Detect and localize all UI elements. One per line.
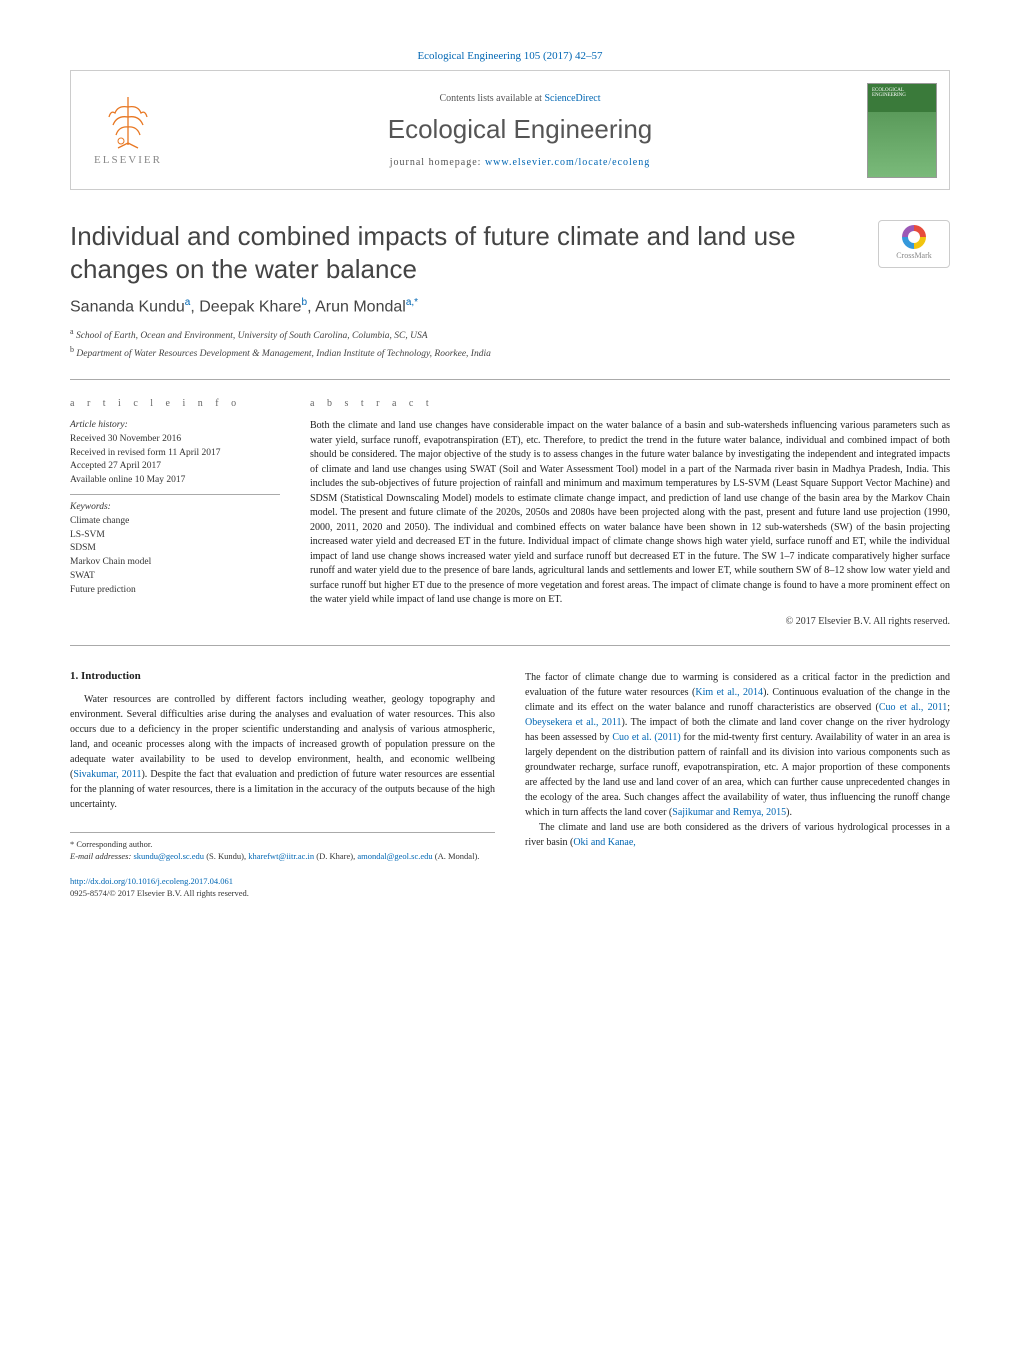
ref-link[interactable]: Oki and Kanae, [573,837,635,848]
article-title: Individual and combined impacts of futur… [70,220,950,285]
intro-para-3: The climate and land use are both consid… [525,820,950,850]
affiliation-a: a School of Earth, Ocean and Environment… [70,326,950,343]
keyword: LS-SVM [70,530,105,540]
keyword: Climate change [70,516,129,526]
crossmark-icon [902,225,926,249]
article-info-label: a r t i c l e i n f o [70,398,280,409]
corresponding-marker: * Corresponding author. [70,839,495,851]
email-line: E-mail addresses: skundu@geol.sc.edu (S.… [70,851,495,863]
rule-bottom [70,645,950,646]
history-online: Available online 10 May 2017 [70,475,185,485]
email-link[interactable]: kharefwt@iitr.ac.in [248,851,314,861]
homepage-prefix: journal homepage: [390,157,485,168]
corresponding-author-footnote: * Corresponding author. E-mail addresses… [70,832,495,863]
ref-link[interactable]: Sivakumar, 2011 [73,769,141,780]
affiliations: a School of Earth, Ocean and Environment… [70,326,950,361]
contents-text: Contents lists available at [439,93,544,104]
history-accepted: Accepted 27 April 2017 [70,461,161,471]
crossmark-label: CrossMark [896,251,932,260]
history-revised: Received in revised form 11 April 2017 [70,448,221,458]
journal-cover-thumb [867,83,937,178]
journal-homepage-line: journal homepage: www.elsevier.com/locat… [173,157,867,168]
abstract-label: a b s t r a c t [310,398,950,409]
keyword: SDSM [70,543,96,553]
email-link[interactable]: skundu@geol.sc.edu [133,851,204,861]
ref-link[interactable]: Kim et al., 2014 [695,687,763,698]
journal-name: Ecological Engineering [173,114,867,145]
elsevier-logo: ELSEVIER [83,80,173,180]
crossmark-badge[interactable]: CrossMark [878,220,950,268]
keyword: Future prediction [70,585,136,595]
abstract-text: Both the climate and land use changes ha… [310,419,950,608]
elsevier-wordmark: ELSEVIER [94,154,162,166]
elsevier-tree-icon [103,95,153,150]
running-head: Ecological Engineering 105 (2017) 42–57 [70,50,950,62]
doi-block: http://dx.doi.org/10.1016/j.ecoleng.2017… [70,876,495,900]
keyword: Markov Chain model [70,557,151,567]
contents-available-line: Contents lists available at ScienceDirec… [173,93,867,104]
authors: Sananda Kundua, Deepak Khareb, Arun Mond… [70,297,950,316]
journal-header-box: ELSEVIER Contents lists available at Sci… [70,70,950,190]
ref-link[interactable]: Obeysekera et al., 2011 [525,717,622,728]
homepage-link[interactable]: www.elsevier.com/locate/ecoleng [485,157,650,168]
keywords: Keywords: Climate change LS-SVM SDSM Mar… [70,494,280,597]
ref-link[interactable]: Cuo et al., 2011 [879,702,947,713]
history-received: Received 30 November 2016 [70,434,181,444]
email-link[interactable]: amondal@geol.sc.edu [357,851,432,861]
keywords-heading: Keywords: [70,502,111,512]
abstract-copyright: © 2017 Elsevier B.V. All rights reserved… [310,616,950,627]
doi-link[interactable]: http://dx.doi.org/10.1016/j.ecoleng.2017… [70,876,233,886]
sciencedirect-link[interactable]: ScienceDirect [544,93,600,104]
intro-para-2: The factor of climate change due to warm… [525,670,950,820]
history-heading: Article history: [70,420,128,430]
introduction-heading: 1. Introduction [70,670,495,682]
ref-link[interactable]: Cuo et al. (2011) [612,732,680,743]
affiliation-b: b Department of Water Resources Developm… [70,344,950,361]
keyword: SWAT [70,571,95,581]
ref-link[interactable]: Sajikumar and Remya, 2015 [672,807,786,818]
issn-copyright: 0925-8574/© 2017 Elsevier B.V. All right… [70,888,249,898]
article-history: Article history: Received 30 November 20… [70,419,280,488]
intro-para-1: Water resources are controlled by differ… [70,692,495,812]
